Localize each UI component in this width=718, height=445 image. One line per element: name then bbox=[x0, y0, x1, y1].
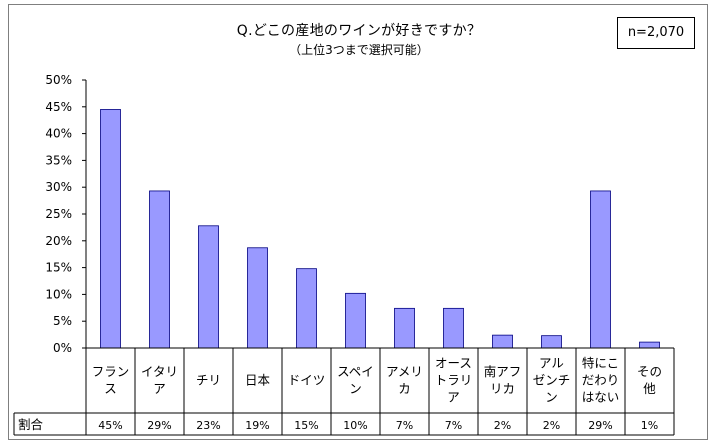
bar bbox=[443, 307, 464, 349]
y-tick-label: 5% bbox=[53, 314, 72, 328]
x-category-label-line: ン bbox=[545, 390, 558, 405]
x-category-label: スペイン bbox=[337, 364, 374, 396]
share-value-label: 23% bbox=[196, 419, 220, 432]
share-value-label: 7% bbox=[445, 419, 462, 432]
x-category-label-line: 特にこ bbox=[582, 356, 619, 371]
x-category-label-line: ス bbox=[104, 381, 117, 396]
x-category-label-line: 日本 bbox=[245, 373, 271, 388]
y-tick-label: 15% bbox=[45, 261, 72, 275]
share-value-label: 29% bbox=[147, 419, 171, 432]
x-category-label-line: ン bbox=[349, 381, 362, 396]
bar bbox=[541, 335, 562, 349]
x-category-label-line: その bbox=[637, 364, 662, 379]
x-category-label-line: イタリ bbox=[141, 364, 178, 379]
x-category-label: イタリア bbox=[141, 364, 178, 396]
x-category-label: ドイツ bbox=[288, 373, 326, 388]
y-tick-label: 30% bbox=[45, 180, 72, 194]
bar bbox=[345, 292, 366, 349]
x-category-label-line: トラリ bbox=[435, 373, 473, 388]
sample-size-box: n=2,070 bbox=[617, 17, 695, 49]
x-category-label: チリ bbox=[196, 373, 221, 388]
bar bbox=[149, 190, 170, 349]
x-category-label: オーストラリア bbox=[435, 356, 473, 405]
bar bbox=[590, 190, 611, 349]
x-category-label-line: アメリ bbox=[386, 364, 423, 379]
x-category-label-line: ア bbox=[153, 381, 166, 396]
share-value-label: 1% bbox=[641, 419, 658, 432]
chart-subtitle: （上位3つまで選択可能） bbox=[289, 43, 429, 57]
x-category-label: 日本 bbox=[245, 373, 271, 388]
x-category-label: アメリカ bbox=[386, 364, 423, 396]
x-category-label: その他 bbox=[637, 364, 662, 396]
x-category-label-line: 他 bbox=[643, 381, 656, 396]
bar bbox=[639, 341, 660, 349]
y-tick-label: 35% bbox=[45, 153, 72, 167]
bar bbox=[296, 268, 317, 349]
bar bbox=[394, 307, 415, 349]
x-category-label-line: スペイ bbox=[337, 364, 374, 379]
x-category-label-line: カ bbox=[398, 381, 411, 396]
bar bbox=[247, 247, 268, 349]
bar bbox=[492, 334, 513, 349]
x-category-label: アルゼンチン bbox=[533, 356, 571, 405]
x-category-label-line: リカ bbox=[490, 381, 515, 396]
x-category-label-line: ゼンチ bbox=[533, 373, 571, 388]
bar bbox=[100, 109, 121, 349]
share-value-label: 29% bbox=[588, 419, 612, 432]
x-category-label-line: フラン bbox=[92, 364, 130, 379]
x-category-label-line: チリ bbox=[196, 373, 221, 388]
x-category-label: 特にこだわりはない bbox=[582, 356, 620, 405]
share-value-label: 2% bbox=[543, 419, 560, 432]
share-value-label: 45% bbox=[98, 419, 122, 432]
y-tick-label: 40% bbox=[45, 127, 72, 141]
y-tick-label: 25% bbox=[45, 207, 72, 221]
x-category-label: 南アフリカ bbox=[484, 364, 522, 396]
y-tick-label: 0% bbox=[53, 341, 72, 355]
x-category-label-line: オース bbox=[435, 356, 472, 371]
y-tick-label: 45% bbox=[45, 100, 72, 114]
x-category-label-line: ア bbox=[447, 390, 460, 405]
share-value-label: 10% bbox=[343, 419, 367, 432]
x-category-label-line: だわり bbox=[582, 373, 620, 388]
share-value-label: 19% bbox=[245, 419, 269, 432]
x-category-label-line: 南アフ bbox=[484, 364, 522, 379]
chart-title: Q.どこの産地のワインが好きですか？ bbox=[236, 23, 482, 39]
table-row-label: 割合 bbox=[18, 417, 44, 432]
y-tick-label: 20% bbox=[45, 234, 72, 248]
x-category-label-line: アル bbox=[539, 356, 564, 371]
share-value-label: 2% bbox=[494, 419, 511, 432]
x-category-label-line: ドイツ bbox=[288, 373, 326, 388]
bar bbox=[198, 225, 219, 349]
x-category-label: フランス bbox=[92, 364, 130, 396]
share-value-label: 7% bbox=[396, 419, 413, 432]
y-tick-label: 10% bbox=[45, 287, 72, 301]
chart-frame bbox=[8, 4, 708, 440]
y-tick-label: 50% bbox=[45, 73, 72, 87]
x-category-label-line: はない bbox=[582, 390, 620, 405]
share-value-label: 15% bbox=[294, 419, 318, 432]
